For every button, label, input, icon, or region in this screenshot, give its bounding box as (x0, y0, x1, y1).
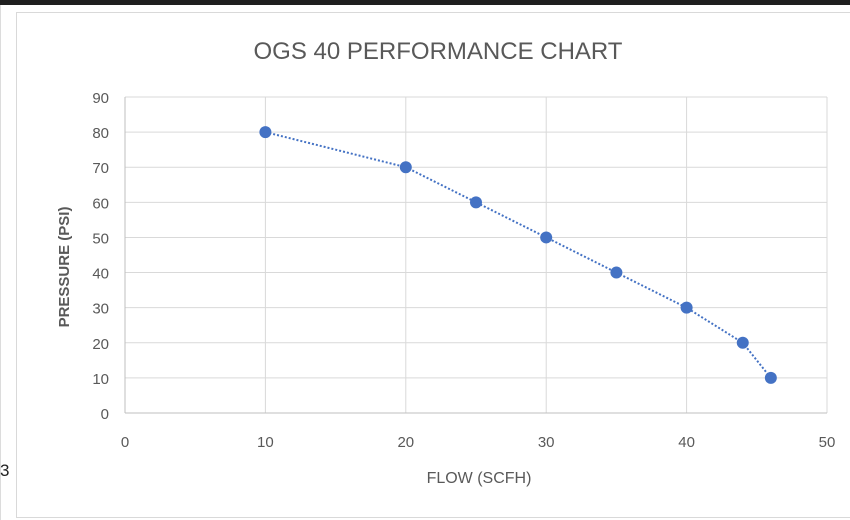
data-point (610, 266, 623, 279)
x-tick-label: 40 (678, 434, 695, 451)
y-tick-label: 50 (92, 230, 109, 247)
data-point (399, 161, 412, 174)
data-point (540, 231, 553, 244)
y-tick-label: 10 (92, 371, 109, 388)
tick-labels: 0 10 20 30 40 50 60 70 80 90 0 10 20 30 40 50 (92, 90, 835, 451)
margin-text: 3 (0, 461, 10, 480)
data-point (470, 196, 482, 209)
left-border (0, 5, 1, 520)
y-tick-label: 80 (92, 125, 109, 142)
x-tick-label: 0 (121, 434, 129, 451)
y-tick-label: 20 (92, 336, 109, 353)
y-tick-label: 70 (92, 160, 109, 177)
x-tick-label: 20 (397, 434, 414, 451)
chart-title: OGS 40 PERFORMANCE CHART (254, 38, 623, 65)
x-tick-label: 10 (257, 434, 274, 451)
grid-lines (125, 96, 828, 413)
window-top-border (0, 0, 850, 5)
data-points (259, 126, 777, 384)
data-point (680, 301, 693, 314)
performance-chart: OGS 40 PERFORMANCE CHART 0 10 20 30 40 50 60 70… (56, 38, 835, 487)
data-point (259, 126, 272, 139)
axes (124, 97, 827, 414)
x-axis-label: FLOW (SCFH) (427, 470, 532, 487)
y-tick-label: 90 (92, 90, 109, 107)
trendline-path (265, 131, 772, 379)
trendline (265, 131, 772, 379)
y-axis-label: PRESSURE (PSI) (56, 207, 73, 328)
y-tick-label: 60 (92, 195, 109, 212)
x-tick-label: 30 (538, 434, 555, 451)
y-tick-label: 30 (92, 301, 109, 318)
data-point (736, 336, 749, 349)
chart-container[interactable]: OGS 40 PERFORMANCE CHART 0 10 20 30 40 50 60 70… (16, 12, 850, 518)
x-tick-label: 50 (819, 434, 836, 451)
data-point (764, 371, 777, 384)
y-tick-label: 0 (101, 406, 109, 423)
y-tick-label: 40 (92, 266, 109, 283)
